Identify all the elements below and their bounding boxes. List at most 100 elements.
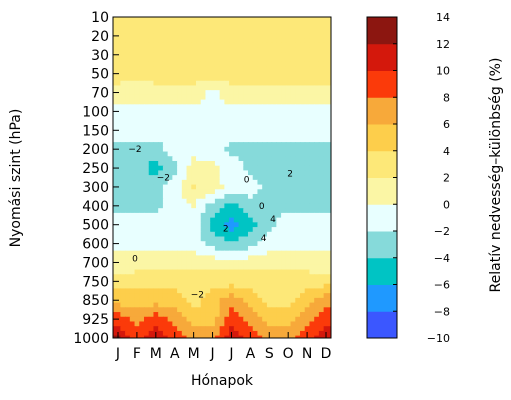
heatmap-cell [266,132,273,138]
heatmap-cell [219,90,225,96]
heatmap-cell [248,19,254,25]
heatmap-cell [167,330,173,337]
heatmap-cell [200,109,207,115]
heatmap-cell [172,255,178,261]
heatmap-cell [295,194,301,200]
heatmap-cell [257,189,263,195]
heatmap-cell [144,283,150,290]
heatmap-cell [266,52,273,58]
heatmap-cell [177,80,183,87]
heatmap-cell [229,127,235,134]
heatmap-cell [120,222,126,228]
heatmap-cell [224,274,230,280]
heatmap-cell [271,175,277,181]
heatmap-cell [177,160,183,167]
heatmap-cell [196,175,202,181]
heatmap-cell [186,85,192,91]
heatmap-cell [229,52,235,58]
heatmap-cell [200,330,207,337]
heatmap-cell [300,189,306,195]
heatmap-cell [285,203,292,209]
heatmap-cell [148,293,155,299]
heatmap-cell [266,66,273,72]
heatmap-cell [129,19,136,25]
heatmap-cell [134,151,140,157]
heatmap-cell [300,293,306,299]
heatmap-cell [271,241,277,247]
heatmap-cell [162,94,169,101]
heatmap-cell [120,132,126,138]
heatmap-cell [167,127,173,134]
heatmap-cell [153,90,159,96]
heatmap-cell [238,151,244,157]
heatmap-cell [243,71,249,77]
heatmap-cell [214,52,221,58]
heatmap-cell [125,113,131,120]
heatmap-cell [224,160,230,167]
heatmap-cell [243,137,249,143]
heatmap-cell [144,156,150,162]
heatmap-cell [257,118,263,124]
heatmap-cell [266,297,273,304]
heatmap-cell [167,335,173,338]
heatmap-cell [196,19,202,25]
heatmap-cell [144,151,150,157]
heatmap-cell [167,316,173,323]
heatmap-cell [276,137,282,143]
heatmap-cell [120,52,126,58]
heatmap-cell [300,335,306,338]
heatmap-cell [177,189,183,195]
heatmap-cell [257,76,263,82]
heatmap-cell [295,208,301,214]
heatmap-cell [139,198,145,205]
colorbar-swatch [367,231,397,259]
heatmap-cell [290,236,296,242]
heatmap-cell [200,231,207,238]
heatmap-cell [224,203,230,209]
heatmap-cell [214,217,221,223]
heatmap-cell [281,146,287,153]
heatmap-cell [285,170,292,176]
heatmap-cell [323,231,331,238]
heatmap-cell [144,17,150,20]
heatmap-cell [243,151,249,157]
heatmap-cell [191,307,197,313]
heatmap-cell [290,189,296,195]
heatmap-cell [238,189,244,195]
heatmap-cell [210,217,216,223]
heatmap-cell [144,113,150,120]
heatmap-cell [266,288,273,294]
heatmap-cell [276,212,282,219]
heatmap-cell [162,208,169,214]
heatmap-cell [196,90,202,96]
heatmap-cell [210,283,216,290]
heatmap-cell [323,208,331,214]
heatmap-cell [224,231,230,238]
heatmap-cell [233,109,240,115]
heatmap-cell [295,316,301,323]
heatmap-cell [224,245,230,252]
heatmap-cell [186,71,192,77]
heatmap-cell [295,241,301,247]
heatmap-cell [290,222,296,228]
heatmap-cell [295,264,301,271]
heatmap-cell [120,227,126,233]
heatmap-cell [210,165,216,172]
heatmap-cell [210,222,216,228]
heatmap-cell [144,255,150,261]
heatmap-cell [295,231,301,238]
heatmap-cell [144,297,150,304]
heatmap-cell [219,76,225,82]
heatmap-cell [205,293,211,299]
heatmap-cell [318,17,325,20]
heatmap-cell [148,326,155,332]
heatmap-cell [238,57,244,63]
heatmap-cell [229,179,235,186]
heatmap-cell [323,19,331,25]
heatmap-cell [300,250,306,256]
heatmap-cell [177,137,183,143]
heatmap-cell [224,312,230,318]
heatmap-cell [248,241,254,247]
heatmap-cell [248,302,254,308]
heatmap-cell [181,307,188,313]
